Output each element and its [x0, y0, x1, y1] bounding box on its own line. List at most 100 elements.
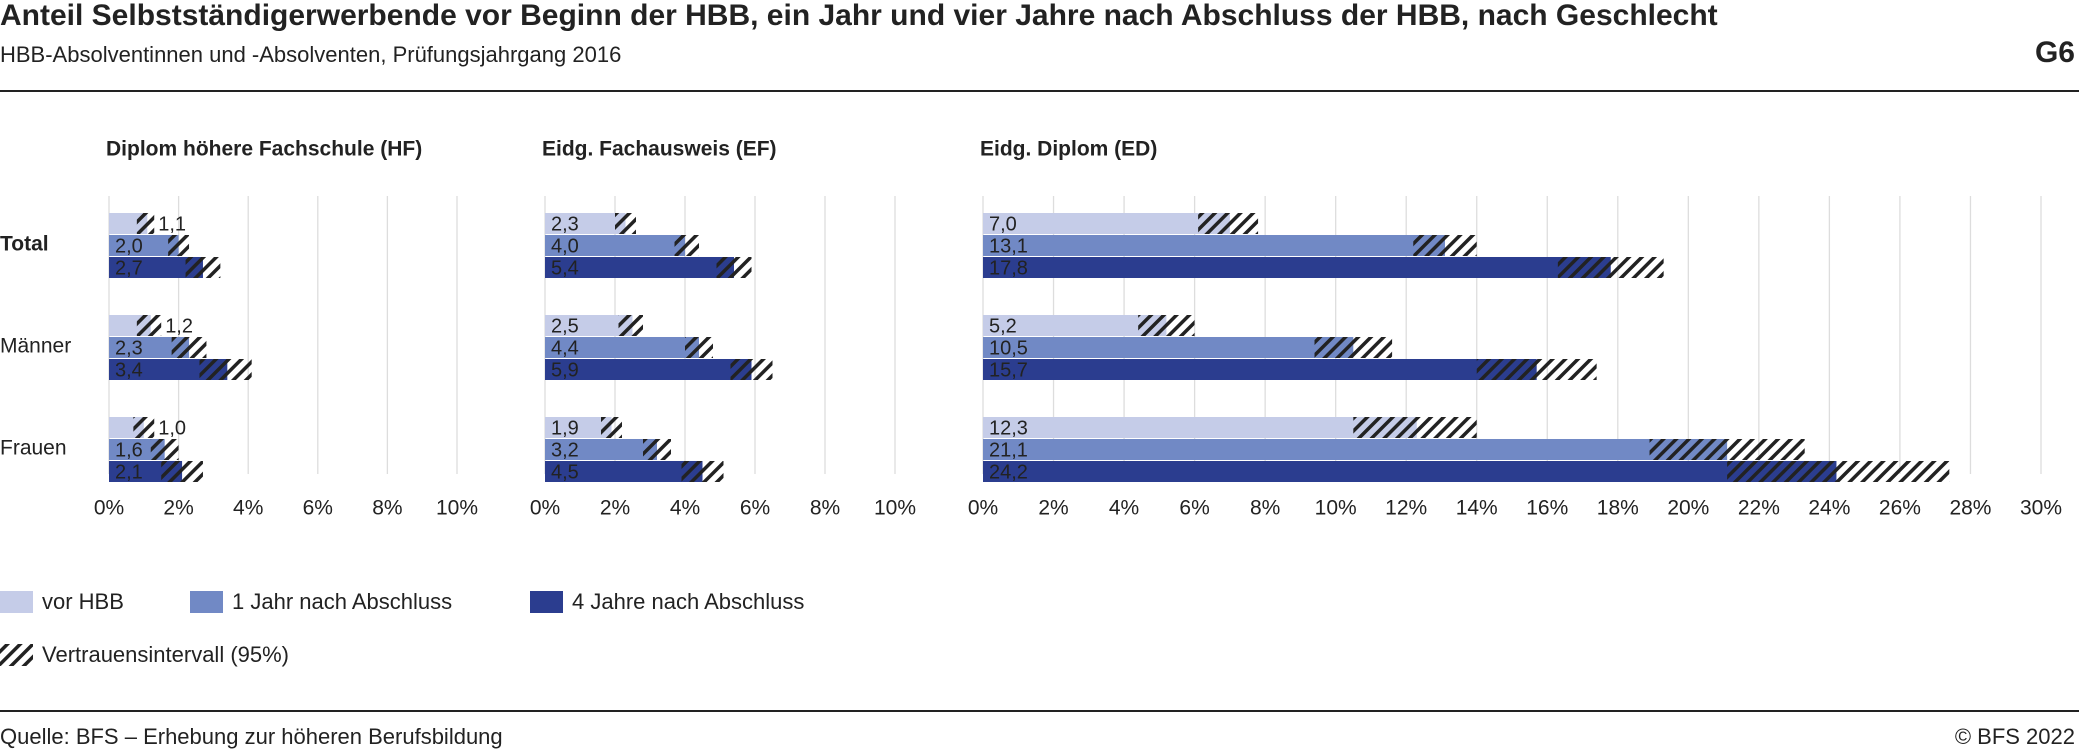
title: Anteil Selbstständigerwerbende vor Begin… [0, 0, 1718, 32]
confidence-interval [615, 213, 636, 234]
x-tick-label: 8% [1250, 497, 1280, 520]
x-tick-label: 6% [1179, 497, 1209, 520]
value-label: 7,0 [989, 213, 1017, 235]
value-label: 4,5 [551, 461, 579, 483]
x-tick-label: 10% [1315, 497, 1357, 520]
bar [983, 257, 1611, 278]
bar [545, 417, 612, 438]
confidence-interval [133, 417, 155, 438]
panel-title: Eidg. Diplom (ED) [980, 138, 1157, 161]
value-label: 5,4 [551, 257, 579, 279]
bar [983, 461, 1837, 482]
x-tick-label: 10% [436, 497, 478, 520]
panel-title: Diplom höhere Fachschule (HF) [106, 138, 422, 161]
value-label: 2,0 [115, 235, 143, 257]
value-label: 1,2 [165, 315, 193, 337]
x-tick-label: 30% [2020, 497, 2062, 520]
x-tick-label: 6% [303, 497, 333, 520]
value-label: 1,9 [551, 417, 579, 439]
x-tick-label: 14% [1456, 497, 1498, 520]
x-tick-label: 16% [1526, 497, 1568, 520]
x-tick-label: 0% [968, 497, 998, 520]
confidence-interval [1413, 235, 1477, 256]
value-label: 2,7 [115, 257, 143, 279]
value-label: 4,4 [551, 337, 579, 359]
x-tick-label: 4% [670, 497, 700, 520]
confidence-interval [171, 337, 207, 358]
category-label: Frauen [0, 437, 67, 460]
x-tick-label: 28% [1949, 497, 1991, 520]
category-label: Männer [0, 335, 71, 358]
confidence-interval [168, 235, 190, 256]
confidence-interval [1198, 213, 1259, 234]
confidence-interval [1557, 257, 1664, 278]
bar [983, 315, 1167, 336]
category-label: Total [0, 233, 49, 256]
bar [545, 337, 699, 358]
confidence-interval [161, 461, 203, 482]
bar [545, 315, 633, 336]
x-tick-label: 2% [1038, 497, 1068, 520]
value-label: 13,1 [989, 235, 1028, 257]
legend-label: 1 Jahr nach Abschluss [232, 589, 452, 614]
legend-label: 4 Jahre nach Abschluss [572, 589, 804, 614]
confidence-interval [199, 359, 252, 380]
x-tick-label: 12% [1385, 497, 1427, 520]
confidence-interval [685, 337, 713, 358]
value-label: 3,4 [115, 359, 143, 381]
x-tick-label: 8% [810, 497, 840, 520]
legend-swatch [0, 644, 33, 666]
value-label: 2,3 [551, 213, 579, 235]
source: Quelle: BFS – Erhebung zur höheren Beruf… [0, 724, 503, 749]
confidence-interval [1649, 439, 1805, 460]
bar [109, 235, 179, 256]
confidence-interval [150, 439, 179, 460]
x-tick-label: 0% [94, 497, 124, 520]
confidence-interval [1353, 417, 1477, 438]
bar [983, 213, 1230, 234]
legend-label: Vertrauensintervall (95%) [42, 642, 289, 667]
value-label: 17,8 [989, 257, 1028, 279]
confidence-interval [716, 257, 752, 278]
x-tick-label: 24% [1808, 497, 1850, 520]
value-label: 1,1 [158, 213, 186, 235]
value-label: 5,2 [989, 315, 1017, 337]
value-label: 3,2 [551, 439, 579, 461]
value-label: 2,1 [115, 461, 143, 483]
x-tick-label: 0% [530, 497, 560, 520]
bar [545, 213, 626, 234]
bar [983, 337, 1354, 358]
value-label: 12,3 [989, 417, 1028, 439]
x-tick-label: 10% [874, 497, 916, 520]
bar [983, 359, 1537, 380]
x-tick-label: 2% [163, 497, 193, 520]
value-label: 5,9 [551, 359, 579, 381]
bar [983, 417, 1417, 438]
confidence-interval [1727, 461, 1950, 482]
x-tick-label: 22% [1738, 497, 1780, 520]
value-label: 24,2 [989, 461, 1028, 483]
confidence-interval [601, 417, 622, 438]
subtitle: HBB-Absolventinnen und -Absolventen, Prü… [0, 42, 621, 67]
x-tick-label: 4% [233, 497, 263, 520]
x-tick-label: 18% [1597, 497, 1639, 520]
bar [983, 439, 1728, 460]
bar [109, 257, 203, 278]
confidence-interval [1476, 359, 1597, 380]
confidence-interval [674, 235, 699, 256]
confidence-interval [1314, 337, 1393, 358]
value-label: 1,6 [115, 439, 143, 461]
panel-title: Eidg. Fachausweis (EF) [542, 138, 777, 161]
x-tick-label: 4% [1109, 497, 1139, 520]
confidence-interval [136, 213, 155, 234]
confidence-interval [185, 257, 221, 278]
value-label: 15,7 [989, 359, 1028, 381]
value-label: 4,0 [551, 235, 579, 257]
bar [545, 359, 752, 380]
copyright: © BFS 2022 [1955, 724, 2075, 749]
x-tick-label: 26% [1879, 497, 1921, 520]
legend-swatch [190, 591, 223, 613]
bar [545, 257, 734, 278]
confidence-interval [1138, 315, 1195, 336]
